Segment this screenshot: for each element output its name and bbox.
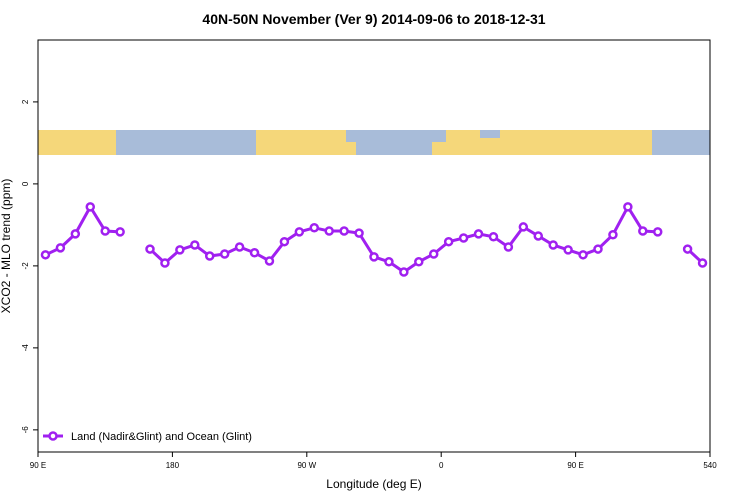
- data-point: [697, 258, 708, 268]
- data-point: [175, 245, 185, 255]
- data-point: [204, 251, 215, 261]
- x-tick-label: 180: [166, 461, 180, 470]
- chart-title: 40N-50N November (Ver 9) 2014-09-06 to 2…: [202, 11, 545, 27]
- x-tick-label: 90 E: [567, 461, 583, 470]
- data-point: [145, 244, 155, 254]
- data-point: [309, 223, 320, 233]
- x-tick-label: 540: [703, 461, 717, 470]
- data-point: [100, 226, 110, 236]
- data-point: [55, 243, 66, 253]
- data-point: [70, 229, 81, 239]
- data-point: [384, 257, 394, 267]
- data-point: [593, 244, 603, 254]
- data-point: [428, 249, 439, 259]
- data-point: [414, 257, 424, 267]
- data-point: [652, 227, 663, 237]
- data-point: [234, 242, 245, 252]
- data-point: [369, 252, 379, 262]
- data-point: [294, 227, 305, 237]
- data-point: [264, 256, 275, 266]
- data-point: [548, 240, 558, 250]
- y-tick-label: -6: [21, 426, 30, 434]
- data-point: [623, 202, 633, 212]
- data-point: [339, 226, 349, 236]
- data-point: [279, 236, 290, 247]
- y-tick-label: 2: [21, 99, 30, 104]
- data-point: [219, 249, 230, 259]
- legend-label: Land (Nadir&Glint) and Ocean (Glint): [71, 431, 252, 443]
- data-point: [638, 226, 648, 236]
- data-point: [503, 242, 514, 252]
- data-point: [608, 229, 618, 240]
- data-point: [249, 248, 260, 258]
- data-point: [533, 231, 544, 241]
- map-strip: [38, 130, 710, 155]
- data-point: [682, 244, 693, 254]
- data-point: [354, 228, 364, 238]
- data-point: [190, 240, 200, 250]
- legend-marker: [48, 431, 58, 441]
- data-point: [40, 250, 51, 260]
- data-point: [518, 222, 529, 232]
- y-tick-label: 0: [21, 181, 30, 186]
- data-point: [473, 229, 484, 239]
- plot-frame: [37, 39, 711, 453]
- data-point: [324, 226, 334, 236]
- y-tick-label: -4: [21, 344, 30, 352]
- x-axis-label: Longitude (deg E): [326, 477, 421, 491]
- y-tick-label: -2: [21, 262, 30, 270]
- data-point: [563, 245, 573, 255]
- data-point: [443, 236, 454, 247]
- x-tick-label: 90 W: [297, 461, 316, 470]
- y-axis-label: XCO2 - MLO trend (ppm): [0, 179, 13, 314]
- data-point: [458, 233, 469, 243]
- data-point: [488, 232, 499, 242]
- data-point: [85, 202, 96, 212]
- data-point: [578, 250, 588, 260]
- data-line: [44, 203, 704, 274]
- data-point: [399, 267, 409, 277]
- data-point: [160, 258, 170, 268]
- x-tick-label: 0: [439, 461, 444, 470]
- x-tick-label: 90 E: [30, 461, 46, 470]
- data-point: [115, 227, 125, 237]
